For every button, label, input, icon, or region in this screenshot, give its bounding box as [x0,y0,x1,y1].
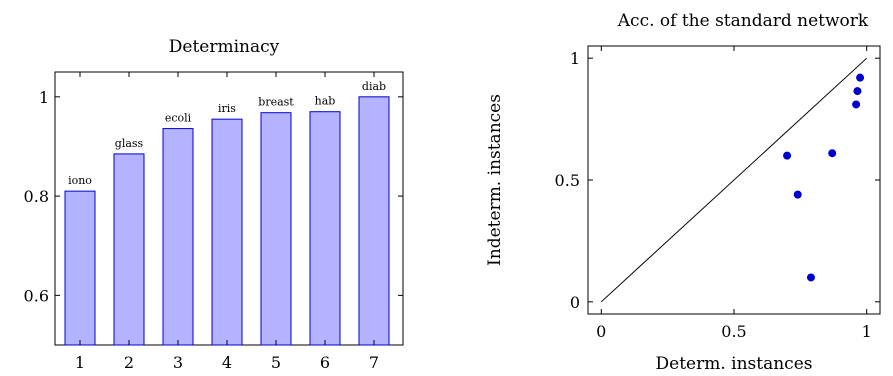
bar-4 [211,118,243,346]
x-tick-label: 0.5 [721,322,746,341]
bar-marks: iono glass ecoli iris breast hab diab [64,80,390,346]
scatter-point [783,151,792,160]
bar-3 [162,128,194,346]
x-tick-label: 2 [124,353,134,372]
bar-y-axis: 0.6 0.8 1 [24,88,403,305]
scatter-x-axis: 0 0.5 1 [596,46,872,341]
scatter-point [852,100,861,109]
scatter-y-axis-label: Indeterm. instances [485,94,505,266]
y-tick-label: 0.6 [24,286,49,305]
y-tick-label: 0.8 [24,187,49,206]
y-tick-label: 1 [570,49,580,68]
x-tick-label: 4 [222,353,232,372]
bar-data-label: ecoli [165,112,192,125]
bar-1 [64,190,96,346]
scatter-point [828,149,837,158]
bar-data-label: glass [115,137,144,150]
y-tick-label: 1 [39,88,49,107]
x-tick-label: 1 [75,353,85,372]
scatter-chart: Acc. of the standard network 00.51 0 0.5 1… [485,11,881,374]
bar-data-label: iris [218,102,236,115]
y-tick-label: 0.5 [555,171,580,190]
x-tick-label: 7 [369,353,379,372]
x-tick-label: 1 [862,322,872,341]
bar-chart: Determinacy iono glass ecoli iris breast hab d… [24,37,404,372]
scatter-x-axis-label: Determ. instances [656,354,813,374]
scatter-point [856,73,865,82]
x-tick-label: 0 [596,322,606,341]
x-tick-label: 5 [271,353,281,372]
scatter-point [853,87,862,96]
bar-data-label: iono [68,174,92,187]
x-tick-label: 6 [320,353,330,372]
bar-7 [358,96,390,346]
bar-2 [113,153,145,346]
bar-6 [309,111,341,346]
bar-data-label: breast [258,96,294,109]
bar-chart-title: Determinacy [169,37,280,57]
y-tick-label: 0 [570,293,580,312]
scatter-chart-title: Acc. of the standard network [617,11,869,31]
bar-data-label: hab [315,95,336,108]
bar-data-label: diab [362,80,386,93]
bar-x-axis: 1 2 3 4 5 6 7 [75,72,379,372]
scatter-point [793,190,802,199]
scatter-point [806,273,815,282]
scatter-marks [783,73,865,282]
bar-5 [260,112,292,346]
scatter-y-axis: 00.51 [555,49,880,312]
x-tick-label: 3 [173,353,183,372]
diagonal-reference-line [600,57,868,303]
